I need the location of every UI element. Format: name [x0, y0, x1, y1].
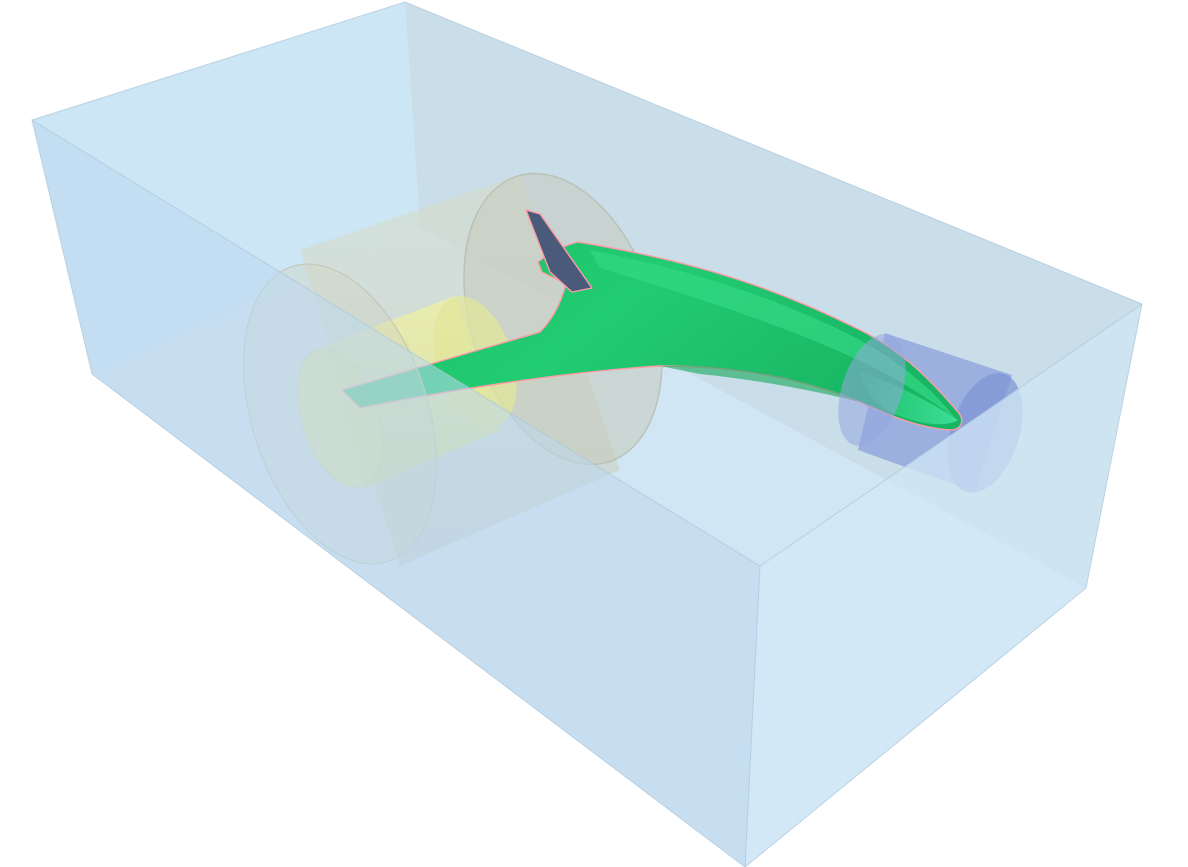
- vertical-fin: [525, 209, 593, 293]
- domain-edges: [31, 1, 1144, 867]
- domain-front-right-face: [745, 304, 1142, 867]
- domain-front-vertical-edge: [744, 565, 761, 867]
- wake-cylinder-front-cap: [838, 334, 906, 446]
- flow-domain-box-front: [31, 1, 1144, 867]
- wing-leading-edge-highlight: [590, 250, 955, 418]
- vertical-fin-face: [525, 209, 593, 293]
- domain-front-left-face: [32, 120, 760, 867]
- wing-trailing-edge-shading: [660, 365, 860, 402]
- wake-cylinder-front: [838, 334, 906, 446]
